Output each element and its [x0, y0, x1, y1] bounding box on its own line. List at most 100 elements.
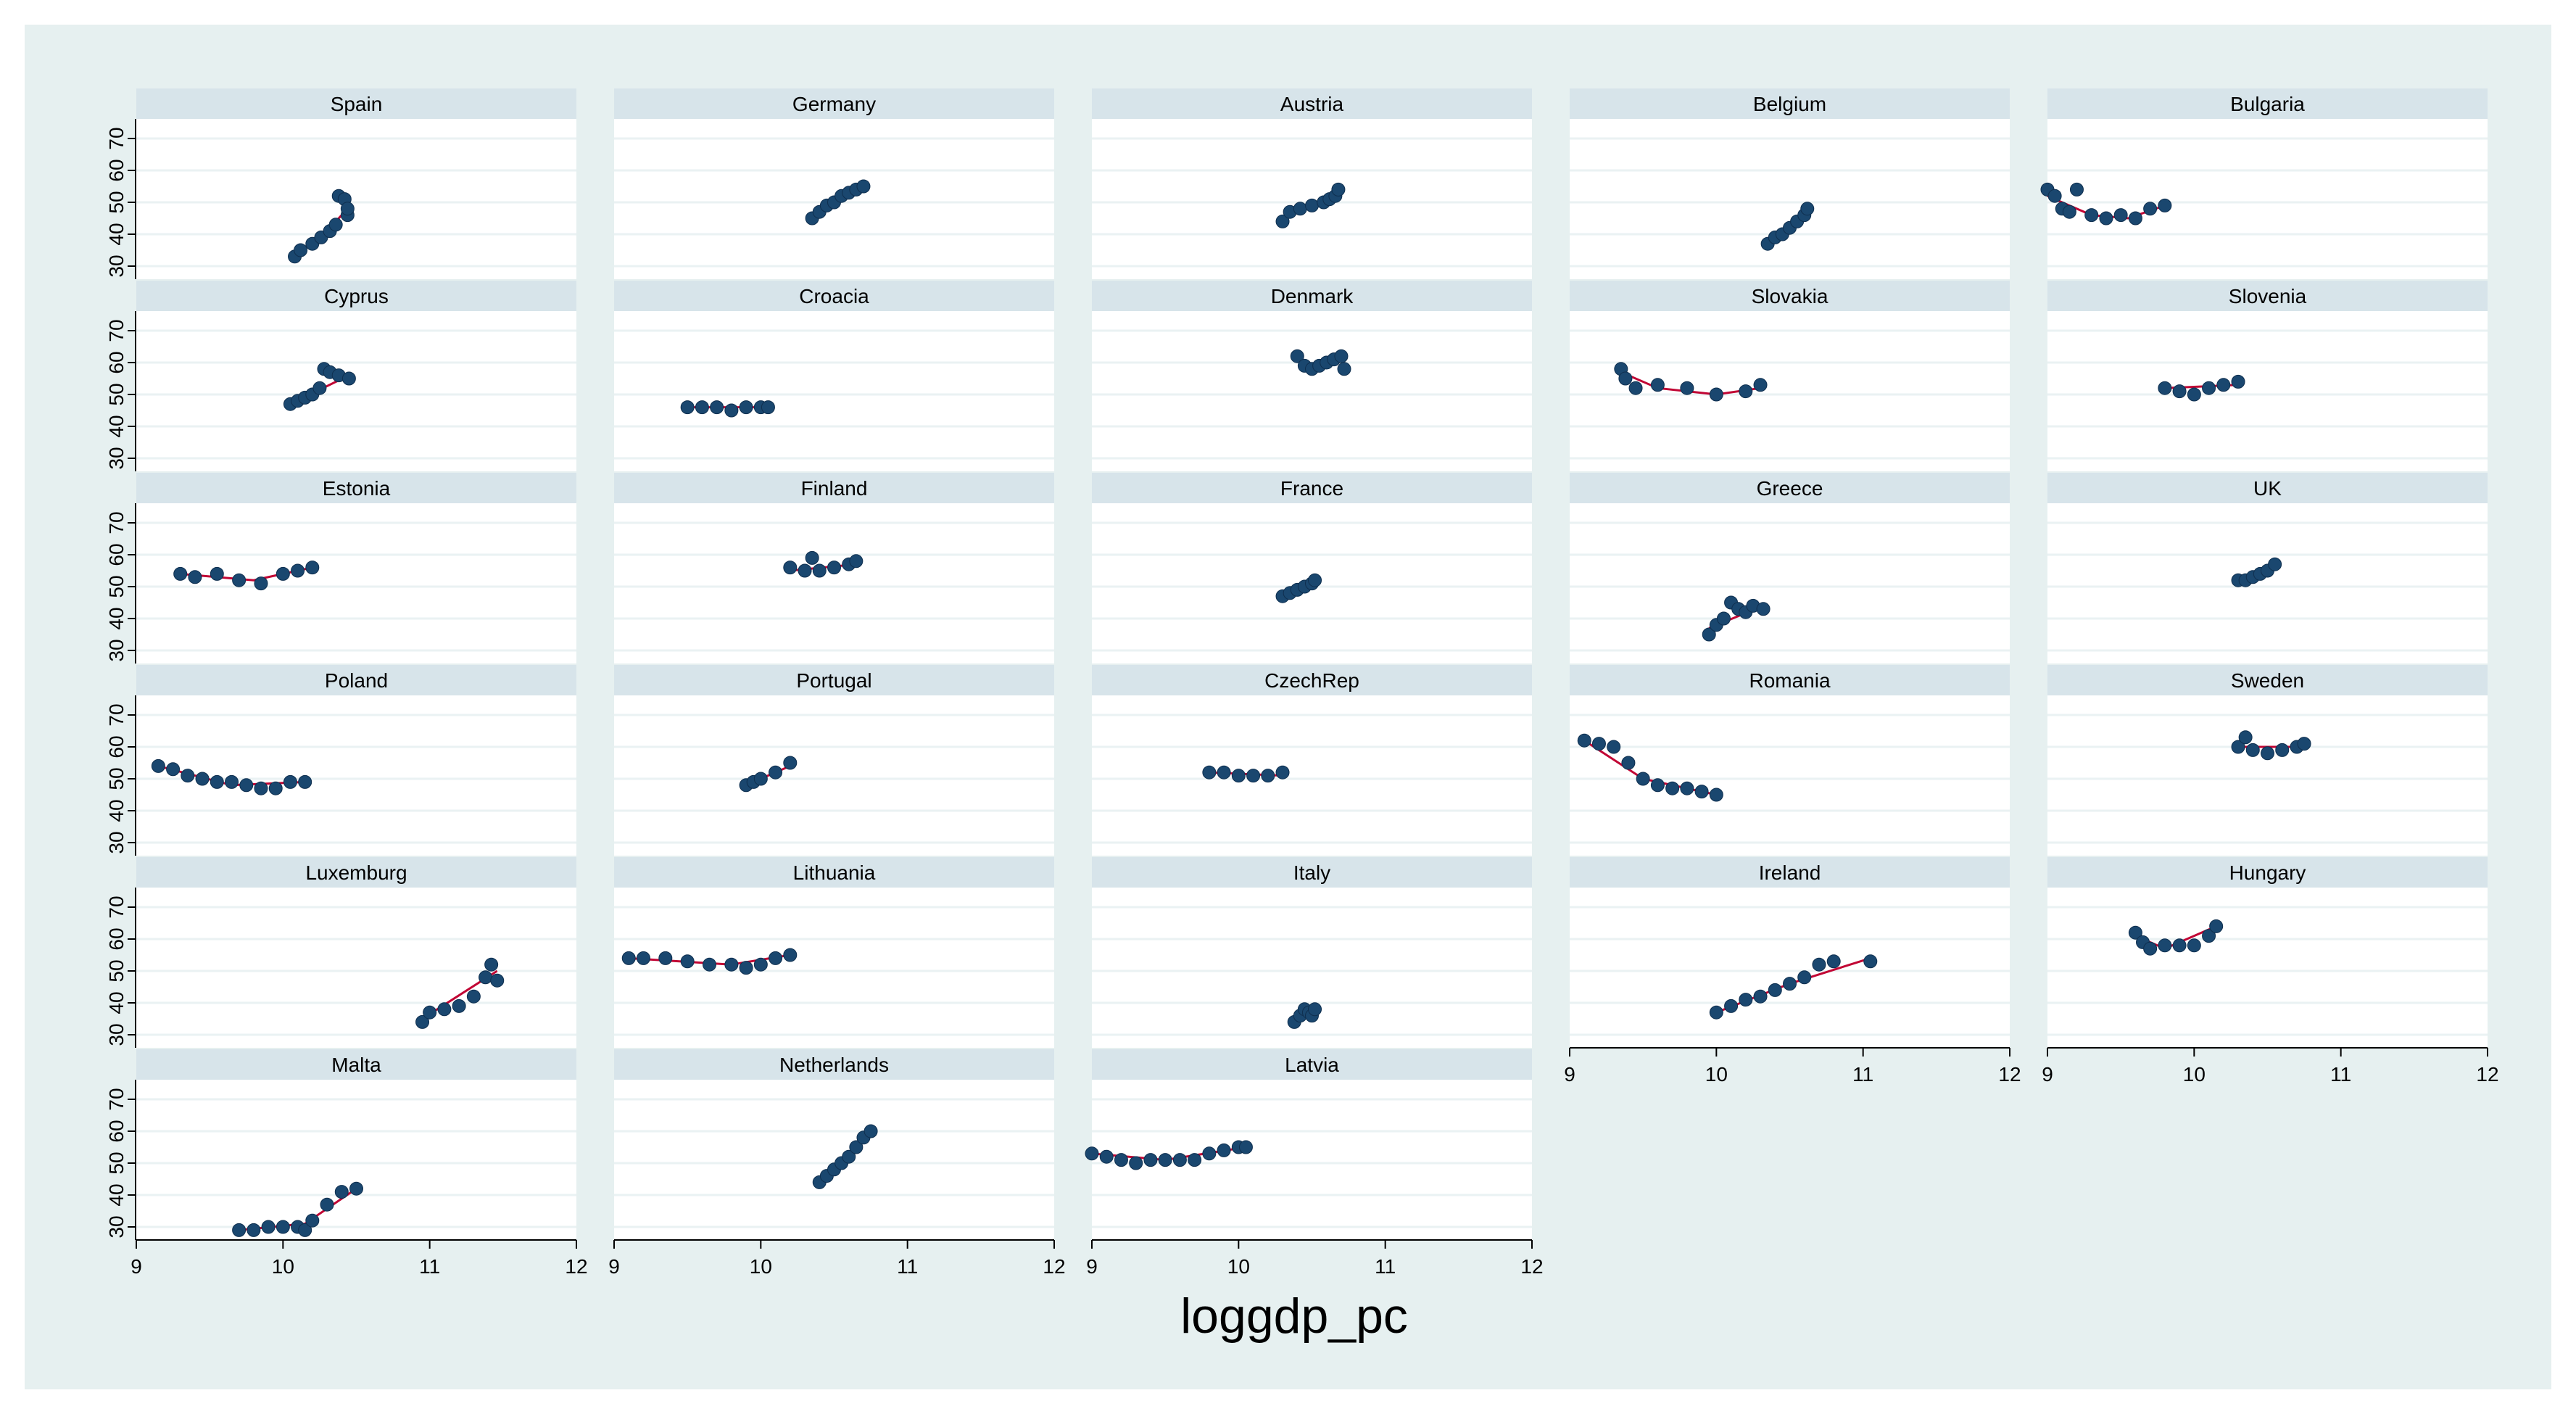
y-tick-label: 50: [105, 959, 128, 982]
x-tick-label: 10: [272, 1255, 294, 1278]
y-tick-label: 60: [105, 927, 128, 950]
data-point: [703, 957, 717, 972]
data-point: [2172, 384, 2187, 399]
x-axis-malta: 9 10 11 12: [131, 1239, 588, 1278]
data-point: [1275, 214, 1290, 228]
panel-header: [2047, 857, 2488, 888]
plot-area: [1570, 119, 2010, 279]
panel-title: Germany: [792, 93, 876, 115]
data-point: [291, 563, 305, 578]
panel-title: Belgium: [1753, 93, 1826, 115]
data-point: [769, 951, 783, 965]
y-tick-label: 40: [105, 415, 128, 437]
data-point: [724, 403, 739, 418]
plot-area: [136, 503, 576, 663]
data-point: [283, 774, 297, 789]
plot-area: [614, 695, 1054, 856]
data-point: [276, 566, 290, 581]
panel-title: Finland: [801, 477, 868, 500]
data-point: [1246, 769, 1261, 783]
y-tick-label: 40: [105, 991, 128, 1014]
panel-title: Malta: [331, 1054, 381, 1076]
data-point: [1628, 381, 1643, 395]
data-point: [1275, 765, 1290, 780]
panel-finland: Finland: [614, 473, 1054, 663]
data-point: [1709, 1005, 1723, 1020]
data-point: [2238, 730, 2253, 745]
data-point: [761, 400, 775, 415]
panel-title: Estonia: [323, 477, 391, 500]
y-tick-label: 70: [105, 127, 128, 149]
panel-estonia: Estonia 30 40 50 60 70: [105, 473, 576, 663]
y-tick-label: 30: [105, 1215, 128, 1238]
panel-sweden: Sweden: [2047, 665, 2488, 856]
panel-header: [614, 281, 1054, 311]
data-point: [298, 1223, 312, 1237]
plot-area: [136, 695, 576, 856]
data-point: [2216, 378, 2231, 392]
data-point: [1756, 602, 1771, 616]
plot-area: [1570, 888, 2010, 1048]
panel-title: Poland: [325, 669, 388, 692]
data-point: [1188, 1153, 1202, 1167]
data-point: [1085, 1146, 1099, 1161]
panel-france: France: [1092, 473, 1532, 663]
plot-area: [1570, 503, 2010, 663]
x-axes-group: 9 10 11 12 9 10 11 12 9 10 11 12 9 10 11 12 9 10 11 12: [131, 1047, 2499, 1278]
data-point: [2158, 381, 2172, 395]
data-point: [849, 1140, 864, 1154]
data-point: [195, 772, 210, 786]
data-point: [1863, 954, 1878, 969]
x-tick-label: 9: [608, 1255, 620, 1278]
data-point: [173, 566, 188, 581]
data-point: [1172, 1153, 1187, 1167]
data-point: [1783, 977, 1797, 991]
panel-header: [136, 88, 576, 119]
y-tick-label: 70: [105, 896, 128, 918]
panel-title: Hungary: [2229, 861, 2306, 884]
data-point: [2172, 938, 2187, 953]
data-point: [232, 573, 247, 587]
data-point: [1709, 787, 1723, 802]
x-tick-label: 11: [2330, 1063, 2351, 1086]
data-point: [2268, 557, 2282, 571]
data-point: [1591, 737, 1606, 751]
panel-header: [1570, 665, 2010, 695]
data-point: [783, 561, 798, 575]
panel-title: Lithuania: [793, 861, 876, 884]
data-point: [1290, 349, 1304, 363]
data-point: [1680, 781, 1694, 795]
data-point: [1694, 785, 1709, 799]
x-tick-label: 10: [1227, 1255, 1250, 1278]
x-tick-label: 11: [1375, 1255, 1396, 1278]
data-point: [1217, 765, 1231, 780]
x-tick-label: 10: [1705, 1063, 1728, 1086]
data-point: [320, 1197, 334, 1212]
panel-malta: Malta 30 40 50 60 70: [105, 1049, 576, 1240]
y-tick-label: 60: [105, 351, 128, 373]
x-tick-label: 9: [2042, 1063, 2053, 1086]
y-tick-label: 50: [105, 191, 128, 213]
data-point: [827, 561, 841, 575]
data-point: [1099, 1149, 1114, 1164]
data-point: [783, 756, 798, 770]
panel-title: Slovenia: [2229, 285, 2307, 307]
data-point: [1217, 1143, 1231, 1157]
data-point: [753, 957, 768, 972]
data-point: [334, 1185, 349, 1199]
data-point: [2143, 941, 2158, 956]
data-point: [1202, 1146, 1217, 1161]
x-axis-ireland: 9 10 11 12: [1564, 1047, 2021, 1086]
panel-header: [614, 473, 1054, 503]
data-point: [2062, 204, 2076, 219]
data-point: [349, 1181, 363, 1196]
data-point: [239, 778, 254, 793]
data-point: [151, 758, 165, 773]
data-point: [294, 243, 308, 257]
data-point: [2143, 202, 2158, 216]
panel-title: Slovakia: [1752, 285, 1829, 307]
x-tick-label: 12: [1998, 1063, 2021, 1086]
y-tick-label: 50: [105, 1152, 128, 1174]
data-point: [298, 774, 312, 789]
